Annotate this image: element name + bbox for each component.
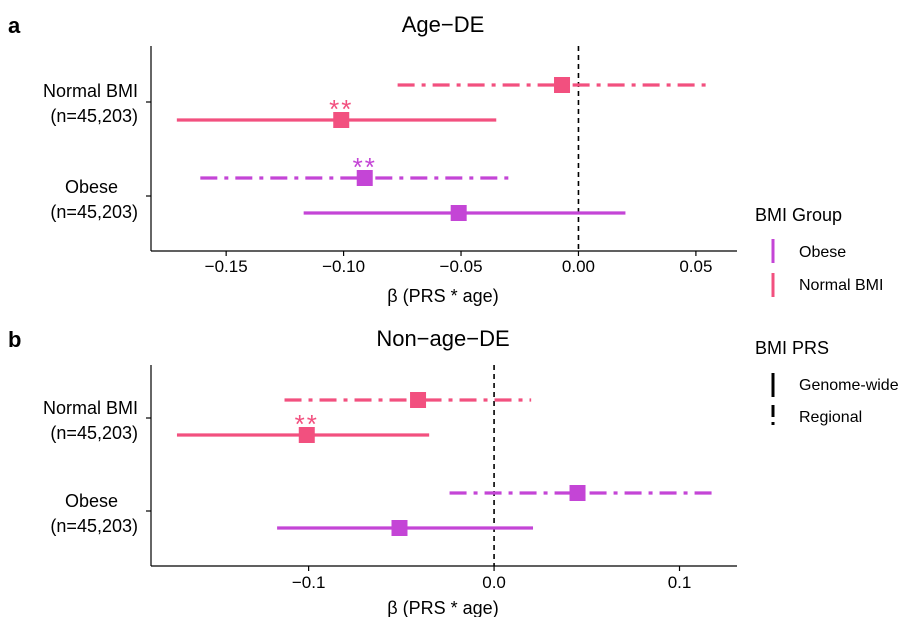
panel-b-point-3 [569,485,586,501]
panel-b-x-tick-label-1: 0.0 [482,573,506,592]
panel-a-x-tick-label-0: −0.15 [205,257,248,276]
panel-b-x-axis-title: β (PRS * age) [387,598,498,617]
legend-regional-label: Regional [799,409,862,426]
legend-obese-label: Obese [799,244,846,261]
legend-bmi-prs-title: BMI PRS [755,338,829,358]
panel-a-sig-3: ** [353,152,377,182]
panel-a-title: Age−DE [402,12,485,37]
panel-a-group1-sublabel: (n=45,203) [50,106,138,126]
panel-b-group1-label: Normal BMI [43,398,138,418]
panel-a-point-3 [356,170,373,186]
panel-b-title: Non−age−DE [376,326,509,351]
panel-a-group2-sublabel: (n=45,203) [50,202,138,222]
legend-bmi-group-title: BMI Group [755,205,842,225]
panel-b-point-1 [410,392,427,408]
panel-a-x-tick-label-4: 0.05 [679,257,712,276]
panel-a-point-4 [450,205,467,221]
panel-b-group1-sublabel: (n=45,203) [50,423,138,443]
panel-b-label: b [8,327,21,352]
panel-a-point-1 [554,77,571,93]
panel-b-point-4 [391,520,408,536]
legend-normal-bmi-label: Normal BMI [799,277,883,294]
panel-a-x-axis-title: β (PRS * age) [387,286,498,306]
panel-b-sig-2: ** [295,409,319,439]
panel-b-x-tick-label-2: 0.1 [668,573,692,592]
panel-a-label: a [8,13,21,38]
panel-b-group2-sublabel: (n=45,203) [50,516,138,536]
panel-b-point-2 [298,427,315,443]
panel-a-x-tick-label-1: −0.10 [322,257,365,276]
panel-a-x-tick-label-3: 0.00 [562,257,595,276]
panel-a-group2-label: Obese [65,177,118,197]
panel-b-x-tick-label-0: −0.1 [292,573,326,592]
legend-genome-wide-label: Genome-wide [799,377,899,394]
panel-a-group1-label: Normal BMI [43,81,138,101]
panel-a-x-tick-label-2: −0.05 [440,257,483,276]
panel-a-sig-2: ** [329,94,353,124]
panel-b-group2-label: Obese [65,491,118,511]
panel-a-point-2 [333,112,350,128]
